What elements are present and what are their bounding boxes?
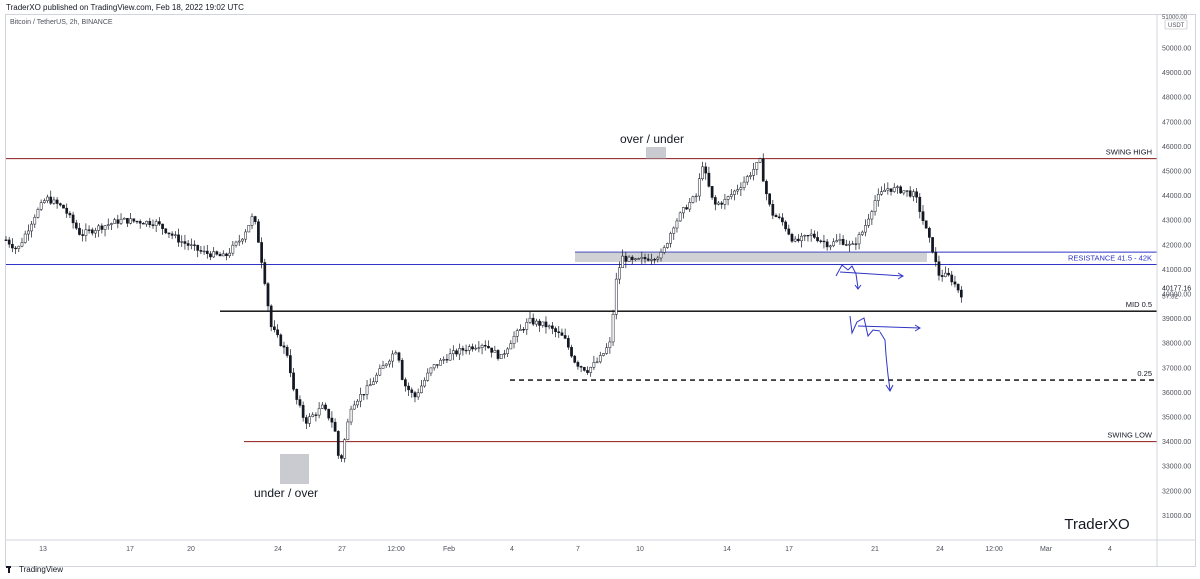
tradingview-logo-icon [6,566,16,573]
publish-info: TraderXO published on TradingView.com, F… [6,3,244,12]
chart-frame [5,14,1196,567]
tradingview-footer[interactable]: TradingView [6,565,63,574]
symbol-legend: Bitcoin / TetherUS, 2h, BINANCE [10,19,113,26]
publish-bar: TraderXO published on TradingView.com, F… [0,0,1200,14]
footer-brand: TradingView [19,565,64,574]
